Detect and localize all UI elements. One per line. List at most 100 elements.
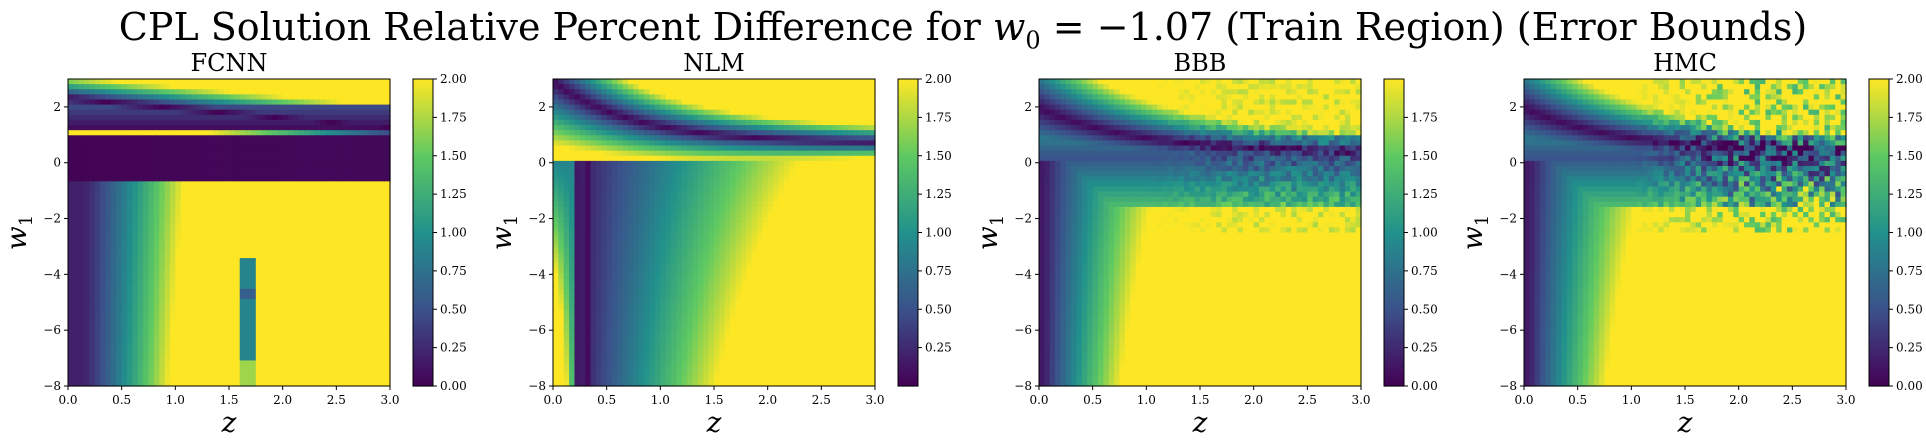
- heatmap-cell: [110, 94, 117, 101]
- heatmap-cell: [601, 237, 608, 244]
- heatmap-cell: [357, 212, 364, 218]
- heatmap-cell: [164, 140, 171, 147]
- heatmap-cell: [78, 273, 85, 280]
- heatmap-cell: [234, 293, 241, 300]
- heatmap-cell: [654, 140, 661, 147]
- heatmap-cell: [590, 324, 597, 331]
- heatmap-cell: [373, 252, 380, 259]
- heatmap-cell: [164, 191, 171, 198]
- heatmap-cell: [579, 222, 586, 228]
- heatmap-cell: [78, 365, 85, 372]
- heatmap-cell: [169, 222, 176, 228]
- heatmap-cell: [94, 334, 101, 341]
- heatmap-cell: [229, 247, 235, 254]
- heatmap-cell: [266, 222, 273, 228]
- heatmap-cell: [89, 84, 96, 90]
- heatmap-cell: [196, 140, 203, 147]
- heatmap-cell: [282, 140, 289, 147]
- heatmap-cell: [223, 345, 230, 351]
- heatmap-cell: [579, 150, 586, 157]
- heatmap-cell: [304, 370, 311, 377]
- heatmap-cell: [384, 171, 391, 177]
- heatmap-cell: [288, 196, 294, 203]
- heatmap-cell: [234, 375, 241, 382]
- heatmap-cell: [644, 165, 651, 172]
- heatmap-cell: [585, 165, 592, 172]
- heatmap-cell: [186, 324, 193, 331]
- heatmap-cell: [330, 125, 337, 131]
- heatmap-cell: [612, 288, 618, 295]
- heatmap-cell: [563, 324, 570, 331]
- heatmap-cell: [169, 150, 176, 157]
- heatmap-cell: [207, 273, 214, 280]
- heatmap-cell: [309, 360, 316, 367]
- heatmap-cell: [78, 114, 85, 121]
- heatmap-cell: [223, 145, 230, 152]
- heatmap-cell: [261, 350, 268, 356]
- heatmap-cell: [585, 176, 592, 182]
- heatmap-cell: [105, 309, 112, 315]
- heatmap-cell: [121, 84, 128, 90]
- heatmap-cell: [169, 119, 176, 126]
- heatmap-cell: [132, 119, 139, 126]
- heatmap-cell: [309, 283, 316, 290]
- heatmap-cell: [110, 196, 117, 203]
- heatmap-cell: [277, 268, 284, 275]
- heatmap-cell: [304, 293, 311, 300]
- heatmap-cell: [245, 171, 252, 177]
- heatmap-cell: [239, 237, 246, 244]
- heatmap-cell: [132, 314, 139, 321]
- heatmap-cell: [304, 89, 311, 95]
- heatmap-cell: [304, 252, 311, 259]
- heatmap-cell: [218, 186, 225, 193]
- colorbar-segment: [413, 152, 433, 157]
- heatmap-cell: [352, 350, 359, 356]
- heatmap-cell: [94, 237, 101, 244]
- heatmap-cell: [384, 155, 391, 162]
- heatmap-cell: [341, 283, 348, 290]
- heatmap-cell: [304, 350, 311, 356]
- heatmap-cell: [309, 155, 316, 162]
- heatmap-cell: [336, 119, 343, 126]
- heatmap-cell: [314, 242, 321, 249]
- heatmap-cell: [336, 201, 343, 208]
- heatmap-cell: [309, 258, 316, 264]
- heatmap-cell: [595, 79, 602, 85]
- heatmap-cell: [164, 227, 171, 234]
- heatmap-cell: [347, 201, 354, 208]
- heatmap-cell: [127, 258, 133, 264]
- heatmap-cell: [105, 176, 112, 182]
- heatmap-cell: [143, 217, 150, 223]
- heatmap-cell: [191, 140, 198, 147]
- heatmap-cell: [143, 160, 150, 167]
- heatmap-cell: [341, 360, 348, 367]
- colorbar-segment: [413, 336, 433, 341]
- heatmap-cell: [250, 314, 257, 321]
- heatmap-cell: [180, 140, 187, 147]
- heatmap-cell: [336, 314, 343, 321]
- heatmap-cell: [373, 380, 380, 387]
- heatmap-cell: [153, 375, 160, 382]
- heatmap-cell: [110, 150, 117, 157]
- heatmap-cell: [78, 176, 85, 182]
- heatmap-cell: [196, 217, 203, 223]
- heatmap-cell: [164, 309, 171, 315]
- heatmap-cell: [239, 247, 246, 254]
- heatmap-cell: [261, 222, 268, 228]
- heatmap-cell: [579, 191, 586, 198]
- heatmap-cell: [660, 258, 667, 264]
- heatmap-cell: [100, 237, 107, 244]
- heatmap-cell: [175, 232, 182, 239]
- heatmap-cell: [654, 222, 661, 228]
- heatmap-cell: [553, 165, 559, 172]
- heatmap-cell: [304, 222, 311, 228]
- heatmap-cell: [325, 171, 332, 177]
- heatmap-cell: [229, 171, 235, 177]
- heatmap-cell: [298, 324, 305, 331]
- heatmap-cell: [384, 278, 391, 285]
- heatmap-cell: [606, 232, 613, 239]
- heatmap-cell: [169, 268, 176, 275]
- heatmap-cell: [553, 201, 559, 208]
- heatmap-cell: [569, 329, 576, 336]
- heatmap-cell: [649, 329, 656, 336]
